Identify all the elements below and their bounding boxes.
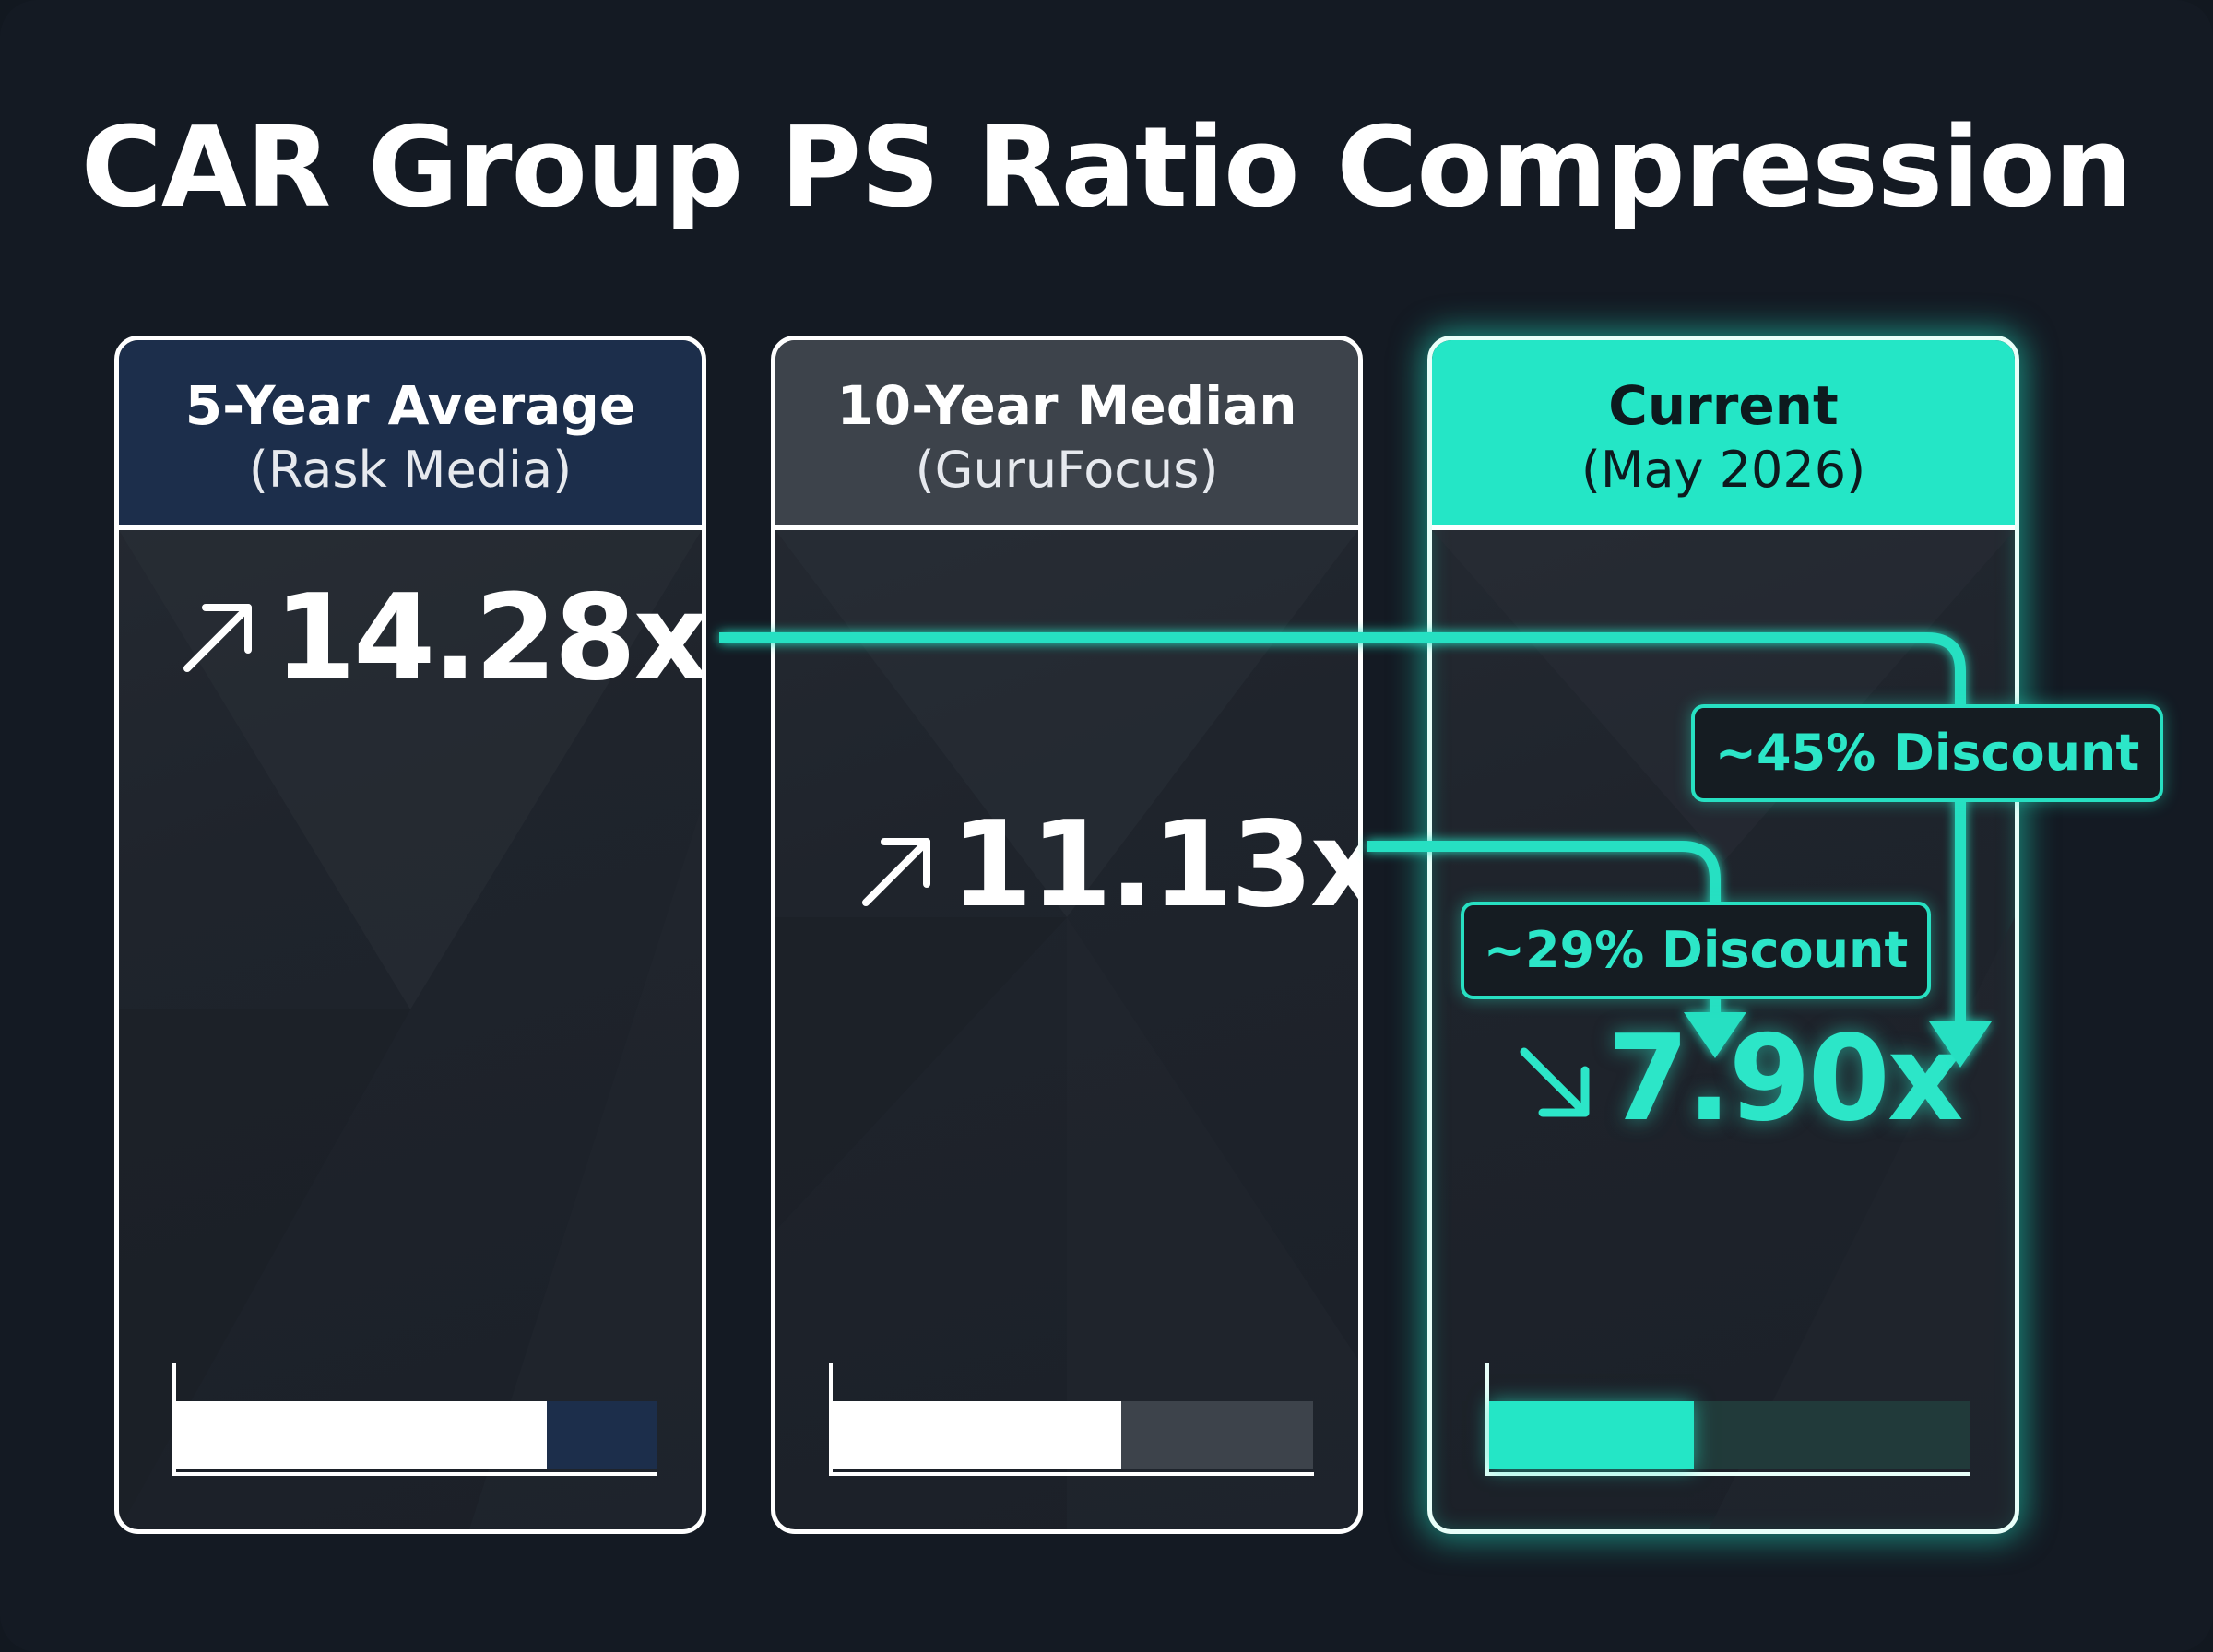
connector-29-arrowhead bbox=[1684, 1012, 1746, 1058]
value-label: 14.28x bbox=[274, 570, 706, 707]
value-bar bbox=[1489, 1401, 1694, 1469]
bar-axis bbox=[172, 1363, 657, 1476]
background-facets bbox=[1432, 530, 2015, 1529]
arrow-up-right-icon bbox=[183, 604, 252, 672]
value-bar-track bbox=[176, 1401, 657, 1469]
connector-45-line bbox=[719, 632, 1966, 1021]
bar-axis bbox=[829, 1363, 1314, 1476]
category-label: Current bbox=[1608, 374, 1839, 437]
arrow-down-right-icon bbox=[1520, 1047, 1590, 1117]
bar-axis bbox=[1485, 1363, 1970, 1476]
connector-45-arrowhead bbox=[1929, 1021, 1992, 1068]
card-header: 5-Year Average (Rask Media) bbox=[119, 340, 702, 530]
discount-badge-45: ~45% Discount bbox=[1691, 704, 2163, 802]
value-label: 11.13x bbox=[951, 796, 1363, 934]
category-label: 5-Year Average bbox=[184, 374, 636, 437]
value-bar-track bbox=[1489, 1401, 1970, 1469]
category-source: (May 2026) bbox=[1580, 441, 1866, 499]
connector-29-line bbox=[1367, 841, 1721, 1014]
background-facets bbox=[119, 530, 702, 1529]
value-bar bbox=[176, 1401, 547, 1469]
card-ten-year-median: 10-Year Median (GuruFocus) 11.13x bbox=[771, 336, 1363, 1534]
arrow-up-right-icon bbox=[862, 838, 930, 906]
category-source: (Rask Media) bbox=[248, 441, 573, 499]
chart-title: CAR Group PS Ratio Compression bbox=[80, 104, 2133, 232]
card-five-year-average: 5-Year Average (Rask Media) 14.28x bbox=[114, 336, 706, 1534]
card-header: 10-Year Median (GuruFocus) bbox=[775, 340, 1358, 530]
category-label: 10-Year Median bbox=[836, 374, 1297, 437]
category-source: (GuruFocus) bbox=[915, 441, 1219, 499]
value-bar-track bbox=[833, 1401, 1313, 1469]
background-facets bbox=[775, 530, 1358, 1529]
card-header: Current (May 2026) bbox=[1432, 340, 2015, 530]
value-bar bbox=[833, 1401, 1121, 1469]
discount-badge-29: ~29% Discount bbox=[1461, 902, 1931, 999]
value-label: 7.90x bbox=[1607, 1010, 1963, 1148]
